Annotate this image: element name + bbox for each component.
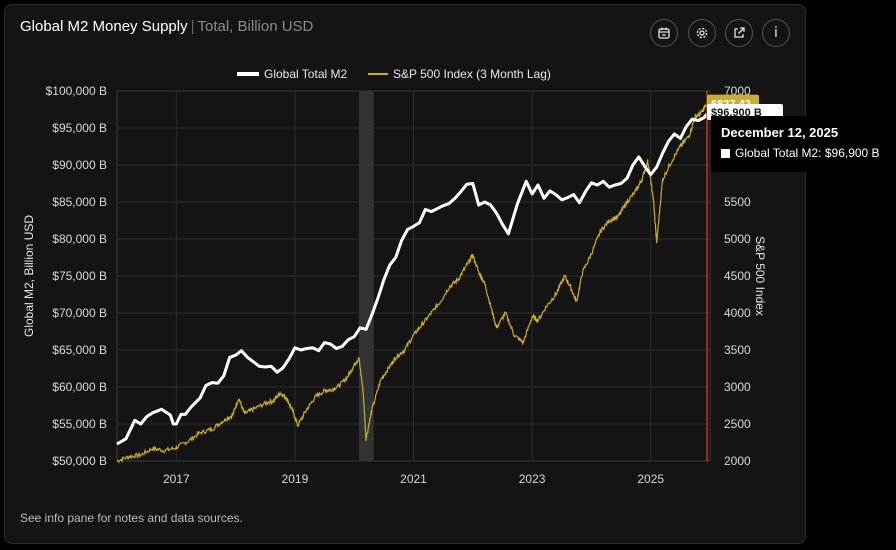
x-tick-label: 2021 [400,472,427,486]
tooltip-date: December 12, 2025 [721,125,839,140]
x-tick-label: 2025 [637,472,664,486]
title-separator: | [190,18,195,35]
calendar-icon [658,27,670,39]
legend-label-sp500[interactable]: S&P 500 Index (3 Month Lag) [393,67,551,81]
y-axis-ticks: $50,000 B $55,000 B $60,000 B $65,000 B $70,… [46,84,107,468]
y2-tick-label: 5500 [724,195,751,209]
y-axis-title: Global M2, Billion USD [22,215,36,337]
y-tick-label: $75,000 B [52,269,107,283]
end-label-m2: $96,900 B [711,107,762,119]
y-tick-label: $60,000 B [52,380,107,394]
y2-tick-label: 3500 [724,343,751,357]
series-line-m2 [116,112,709,446]
tooltip-swatch [721,148,730,158]
plot-area [116,90,711,462]
grid-lines [117,90,710,462]
y2-tick-label: 3000 [724,380,751,394]
y2-tick-label: 2500 [724,417,751,431]
gear-icon [696,27,708,39]
info-button[interactable]: i [762,19,790,47]
y2-tick-label: 4500 [724,269,751,283]
settings-button[interactable] [688,19,716,47]
chart-title-text: Global M2 Money Supply [20,18,188,35]
y-tick-label: $95,000 B [52,121,107,135]
y-tick-label: $90,000 B [52,158,107,172]
y2-tick-label: 5000 [724,232,751,246]
legend-label-m2[interactable]: Global Total M2 [264,67,347,81]
highlight-band [358,91,374,461]
end-labels: 6827.42$96,900 B [707,94,783,120]
y-tick-label: $70,000 B [52,306,107,320]
y2-tick-label: 4000 [724,306,751,320]
calendar-button[interactable] [650,19,678,47]
tooltip-series-label: Global Total M2: [735,146,822,160]
legend: Global Total M2 S&P 500 Index (3 Month L… [237,67,551,81]
y-tick-label: $50,000 B [52,454,107,468]
footer-note: See info pane for notes and data sources… [20,511,243,525]
end-label-m2-box [707,103,783,120]
y-tick-label: $55,000 B [52,417,107,431]
tooltip-value: $96,900 B [824,146,880,160]
series-line-sp500 [116,103,708,464]
tooltip-row: Global Total M2: $96,900 B [721,146,896,160]
chart-subtitle: Total, Billion USD [197,18,314,35]
y2-axis-title: S&P 500 Index [753,236,767,316]
y2-tick-label: 2000 [724,454,751,468]
info-icon: i [774,25,778,41]
x-axis-ticks: 2017 2019 2021 2023 2025 [163,472,664,486]
open-external-button[interactable] [725,19,753,47]
y2-tick-label: 7000 [724,84,751,98]
y-tick-label: $85,000 B [52,195,107,209]
x-tick-label: 2019 [282,472,309,486]
tooltip: December 12, 2025 Global Total M2: $96,9… [711,116,896,172]
y-tick-label: $80,000 B [52,232,107,246]
y-tick-label: $65,000 B [52,343,107,357]
x-tick-label: 2023 [519,472,546,486]
x-tick-label: 2017 [163,472,190,486]
chart-card: Global M2 Money Supply | Total, Billion US… [4,4,806,544]
y-tick-label: $100,000 B [46,84,107,98]
chart-title: Global M2 Money Supply | Total, Billion US… [20,18,313,35]
external-link-icon [734,27,745,38]
